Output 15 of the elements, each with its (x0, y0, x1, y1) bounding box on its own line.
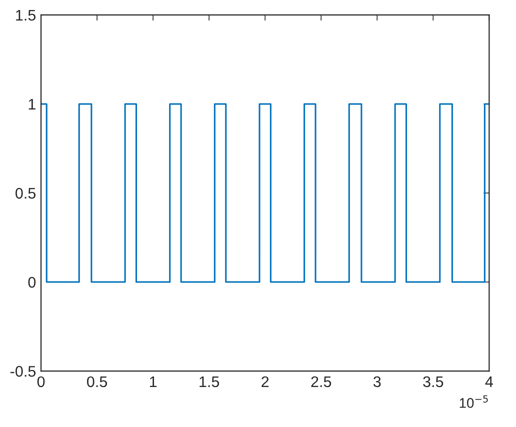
x-tick-label: 0.5 (87, 376, 108, 388)
x-tick-label: 4 (485, 376, 493, 387)
y-tick-label: 1 (28, 99, 36, 110)
y-tick-label: 0.5 (16, 188, 36, 199)
y-tick-label: -0.5 (10, 366, 36, 377)
y-tick-label: 0 (28, 276, 36, 288)
x-tick-label: 2.5 (311, 376, 332, 388)
x-tick-label: 3 (373, 376, 381, 388)
x-tick-label: 1.5 (200, 376, 220, 388)
y-tick-label: 1.5 (16, 10, 36, 21)
x-tick-label: 3.5 (423, 376, 444, 388)
x-tick-label: 1 (150, 376, 157, 387)
x-tick-label: 0 (37, 376, 45, 388)
x-tick-label: 2 (262, 376, 269, 387)
text: 10$^{−5}$ (460, 395, 488, 408)
